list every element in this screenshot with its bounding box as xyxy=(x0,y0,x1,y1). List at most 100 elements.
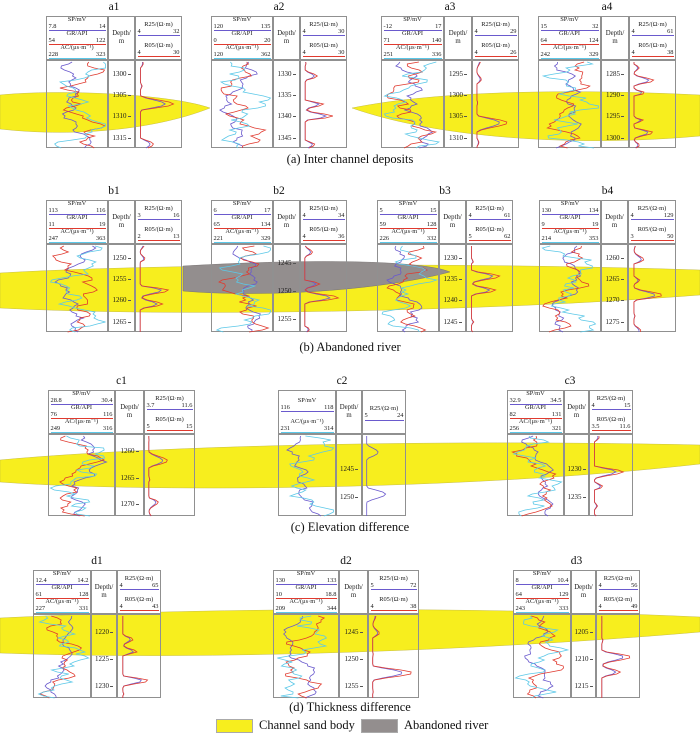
depth-label: 1270 xyxy=(602,297,627,304)
scale-label: AC/(μs·m⁻¹) xyxy=(518,419,553,425)
scale-value: 14.2 xyxy=(77,576,89,584)
scale-value: 3 xyxy=(630,232,634,240)
scale-value: 5 xyxy=(364,412,368,419)
scale-label: GR/API xyxy=(525,405,546,411)
depth-tick xyxy=(620,299,624,301)
scale-d1: SP/mV 12.4 14.2 xyxy=(34,571,90,585)
scale-b4: GR/API 9 19 xyxy=(540,215,600,229)
scale-d3: GR/API 64 129 xyxy=(514,585,570,599)
scale-value: 4 xyxy=(119,602,123,610)
depth-header-text: Depth/m xyxy=(112,214,131,229)
scale-value: 4 xyxy=(302,232,306,240)
panel-title-b1: b1 xyxy=(108,185,120,197)
scale-range: 4 129 xyxy=(630,212,674,220)
depth-label: 1220 xyxy=(92,629,116,636)
scale-b3: AC/(μs·m⁻¹) 226 332 xyxy=(378,229,438,243)
scale-value: 20 xyxy=(264,36,271,44)
header-left-scales-a4: SP/mV 15 32 GR/API 64 124 AC/(μs·m⁻¹) 242 329 xyxy=(538,16,601,60)
scale-value: 10 xyxy=(275,590,282,598)
header-left-scales-a3: SP/mV -12 17 GR/API 71 140 AC/(μs·m⁻¹) 251 336 xyxy=(381,16,444,60)
scale-label: R25/(Ω·m) xyxy=(309,204,338,212)
depth-track-a2: 1330 1335 1340 1345 xyxy=(273,60,300,148)
scale-range: 4 61 xyxy=(468,211,511,220)
scale-d3: SP/mV 8 10.4 xyxy=(514,571,570,585)
scale-range: -12 17 xyxy=(383,23,442,31)
depth-label: 1230 xyxy=(440,255,465,262)
depth-tick xyxy=(620,257,624,259)
panel-title-d2: d2 xyxy=(340,555,352,567)
sp-curve xyxy=(219,61,258,149)
abandoned-river-swatch xyxy=(361,719,398,733)
scale-label: SP/mV xyxy=(296,571,316,577)
scale-label: GR/API xyxy=(66,215,88,221)
depth-tick xyxy=(620,278,624,280)
scale-value: 61 xyxy=(504,211,511,219)
resistivity-curves-d3 xyxy=(601,616,631,698)
scale-value: 133 xyxy=(326,576,337,584)
depth-tick xyxy=(464,73,467,75)
scale-value: 30 xyxy=(338,27,345,35)
scale-value: 116 xyxy=(280,403,290,411)
depth-label: 1255 xyxy=(274,316,299,323)
scale-value: 4 xyxy=(468,211,472,219)
scale-label: AC/(μs·m⁻¹) xyxy=(395,45,430,51)
scale-value: 353 xyxy=(588,234,599,242)
scale-value: 134 xyxy=(588,206,599,214)
scale-value: 130 xyxy=(541,206,552,214)
ac-curve xyxy=(541,245,597,333)
log-curves-a2 xyxy=(219,61,272,149)
scale-b1: R05/(Ω·m) 2 13 xyxy=(136,224,181,241)
scale-value: 30.4 xyxy=(101,396,113,404)
channel-sand-body-swatch xyxy=(216,719,253,733)
r05-curve xyxy=(372,615,412,698)
scale-range: 4 29 xyxy=(474,28,517,36)
log-panel-d2: d2 SP/mV 130 133 GR/API 10 18.8 AC/(μs·m⁻¹) 209 3… xyxy=(273,555,419,699)
scale-b2: R25/(Ω·m) 4 34 xyxy=(301,203,346,220)
scale-label: GR/API xyxy=(295,585,317,591)
scale-value: 4 xyxy=(598,602,602,610)
scale-value: 61 xyxy=(35,590,42,598)
depth-label: 1270 xyxy=(116,501,143,508)
depth-tick xyxy=(110,685,113,687)
scale-b1: AC/(μs·m⁻¹) 247 363 xyxy=(47,229,107,243)
scale-value: 130 xyxy=(275,576,286,584)
scale-label: R25/(Ω·m) xyxy=(637,204,667,212)
sp-curve xyxy=(54,245,97,333)
header-left-scales-d1: SP/mV 12.4 14.2 GR/API 61 128 AC/(μs·m⁻¹) 227 33… xyxy=(33,570,91,614)
depth-header-text: Depth/m xyxy=(344,584,363,599)
scale-value: 15 xyxy=(624,401,631,409)
depth-label: 1250 xyxy=(109,255,134,262)
depth-label: 1295 xyxy=(602,113,628,120)
header-left-scales-d3: SP/mV 8 10.4 GR/API 64 129 AC/(μs·m⁻¹) 243 333 xyxy=(513,570,571,614)
scale-label: GR/API xyxy=(51,585,73,591)
scale-d2: R25/(Ω·m) 5 72 xyxy=(369,573,418,590)
depth-tick xyxy=(589,658,593,660)
r05-curve xyxy=(304,245,340,333)
scale-c2: SP/mV 116 118 xyxy=(279,391,335,412)
scale-value: 4 xyxy=(137,27,141,35)
scale-value: 0 xyxy=(213,36,217,44)
header-depth-a4: Depth/m xyxy=(601,16,629,60)
depth-track-c2: 1245 1250 xyxy=(336,434,362,516)
scale-value: 116 xyxy=(103,410,113,418)
panel-title-d1: d1 xyxy=(91,555,103,567)
scale-value: 13 xyxy=(173,232,180,240)
depth-tick xyxy=(359,658,363,660)
r05-curve xyxy=(148,436,168,517)
scale-value: 209 xyxy=(275,604,286,612)
depth-track-d3: 1205 1210 1215 xyxy=(571,614,596,698)
depth-label: 1245 xyxy=(340,629,367,636)
scale-range: 0 20 xyxy=(213,36,271,45)
depth-label: 1290 xyxy=(602,92,628,99)
scale-value: 113 xyxy=(48,206,58,214)
scale-label: R25/(Ω·m) xyxy=(379,574,408,582)
scale-value: 64 xyxy=(515,590,522,598)
resistivity-track-b2 xyxy=(300,244,347,333)
panel-title-c2: c2 xyxy=(336,375,348,387)
scale-label: R25/(Ω·m) xyxy=(144,204,173,212)
scale-label: R25/(Ω·m) xyxy=(309,20,338,28)
scale-range: 6 17 xyxy=(213,207,271,215)
depth-tick xyxy=(359,685,363,687)
panel-title-a1: a1 xyxy=(108,1,120,13)
scale-value: 226 xyxy=(379,234,390,242)
